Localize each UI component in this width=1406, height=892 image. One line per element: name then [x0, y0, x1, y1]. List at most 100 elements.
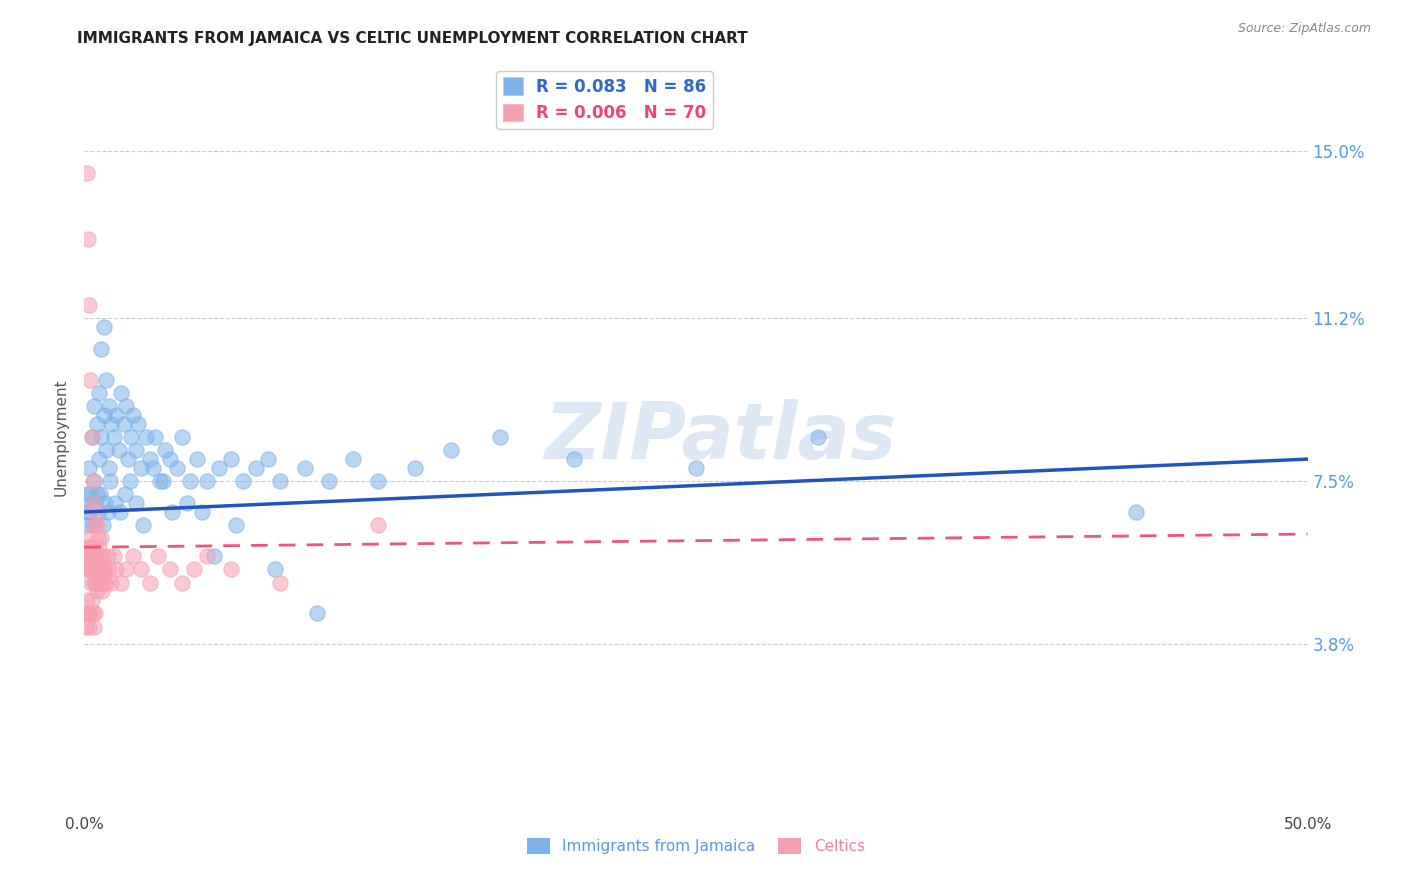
Point	[93, 549, 115, 563]
Point	[127, 417, 149, 431]
Point	[93, 575, 115, 590]
Point	[82, 562, 104, 576]
Point	[132, 518, 155, 533]
Point	[129, 461, 152, 475]
Point	[91, 518, 114, 533]
Point	[264, 562, 287, 576]
Point	[97, 461, 120, 475]
Point	[125, 443, 148, 458]
Point	[135, 430, 157, 444]
Point	[125, 496, 148, 510]
Point	[76, 532, 98, 546]
Point	[103, 549, 125, 563]
Point	[79, 549, 101, 563]
Point	[86, 487, 108, 501]
Point	[93, 319, 115, 334]
Point	[90, 532, 112, 546]
Point	[84, 575, 107, 590]
Point	[76, 518, 98, 533]
Point	[87, 575, 110, 590]
Point	[97, 399, 120, 413]
Point	[269, 575, 291, 590]
Point	[404, 461, 426, 475]
Point	[179, 474, 201, 488]
Point	[195, 549, 218, 563]
Point	[166, 461, 188, 475]
Point	[176, 496, 198, 510]
Point	[186, 452, 208, 467]
Point	[245, 461, 267, 475]
Point	[103, 430, 125, 444]
Point	[84, 505, 107, 519]
Point	[100, 417, 122, 431]
Point	[80, 430, 103, 444]
Point	[83, 474, 105, 488]
Point	[89, 549, 111, 563]
Point	[80, 541, 103, 555]
Point	[100, 575, 122, 590]
Point	[97, 562, 120, 576]
Point	[83, 619, 105, 633]
Point	[146, 549, 169, 563]
Point	[77, 505, 100, 519]
Point	[159, 562, 181, 576]
Point	[79, 562, 101, 576]
Point	[83, 549, 105, 563]
Point	[149, 474, 172, 488]
Text: IMMIGRANTS FROM JAMAICA VS CELTIC UNEMPLOYMENT CORRELATION CHART: IMMIGRANTS FROM JAMAICA VS CELTIC UNEMPL…	[77, 31, 748, 46]
Point	[202, 549, 225, 563]
Point	[87, 452, 110, 467]
Point	[77, 607, 100, 621]
Point	[110, 575, 132, 590]
Point	[93, 408, 115, 422]
Text: Source: ZipAtlas.com: Source: ZipAtlas.com	[1237, 22, 1371, 36]
Point	[807, 430, 830, 444]
Point	[90, 430, 112, 444]
Point	[77, 232, 100, 246]
Point	[104, 496, 127, 510]
Point	[225, 518, 247, 533]
Point	[342, 452, 364, 467]
Point	[318, 474, 340, 488]
Point	[83, 518, 105, 533]
Point	[94, 562, 117, 576]
Y-axis label: Unemployment: Unemployment	[53, 378, 69, 496]
Point	[80, 430, 103, 444]
Point	[87, 562, 110, 576]
Point	[96, 373, 118, 387]
Point	[86, 417, 108, 431]
Point	[122, 549, 145, 563]
Point	[86, 584, 108, 599]
Point	[367, 474, 389, 488]
Point	[97, 505, 120, 519]
Point	[115, 399, 138, 413]
Point	[105, 408, 128, 422]
Point	[94, 496, 117, 510]
Point	[79, 487, 101, 501]
Point	[91, 562, 114, 576]
Point	[89, 487, 111, 501]
Point	[84, 562, 107, 576]
Point	[159, 452, 181, 467]
Point	[83, 399, 105, 413]
Point	[105, 562, 128, 576]
Point	[440, 443, 463, 458]
Point	[257, 452, 280, 467]
Point	[84, 607, 107, 621]
Point	[80, 496, 103, 510]
Point	[294, 461, 316, 475]
Point	[90, 575, 112, 590]
Point	[162, 505, 184, 519]
Point	[89, 562, 111, 576]
Point	[77, 549, 100, 563]
Point	[1125, 505, 1147, 519]
Point	[82, 474, 104, 488]
Point	[120, 430, 142, 444]
Point	[172, 575, 194, 590]
Point	[77, 298, 100, 312]
Point	[96, 443, 118, 458]
Point	[489, 430, 512, 444]
Point	[76, 166, 98, 180]
Point	[77, 541, 100, 555]
Point	[77, 505, 100, 519]
